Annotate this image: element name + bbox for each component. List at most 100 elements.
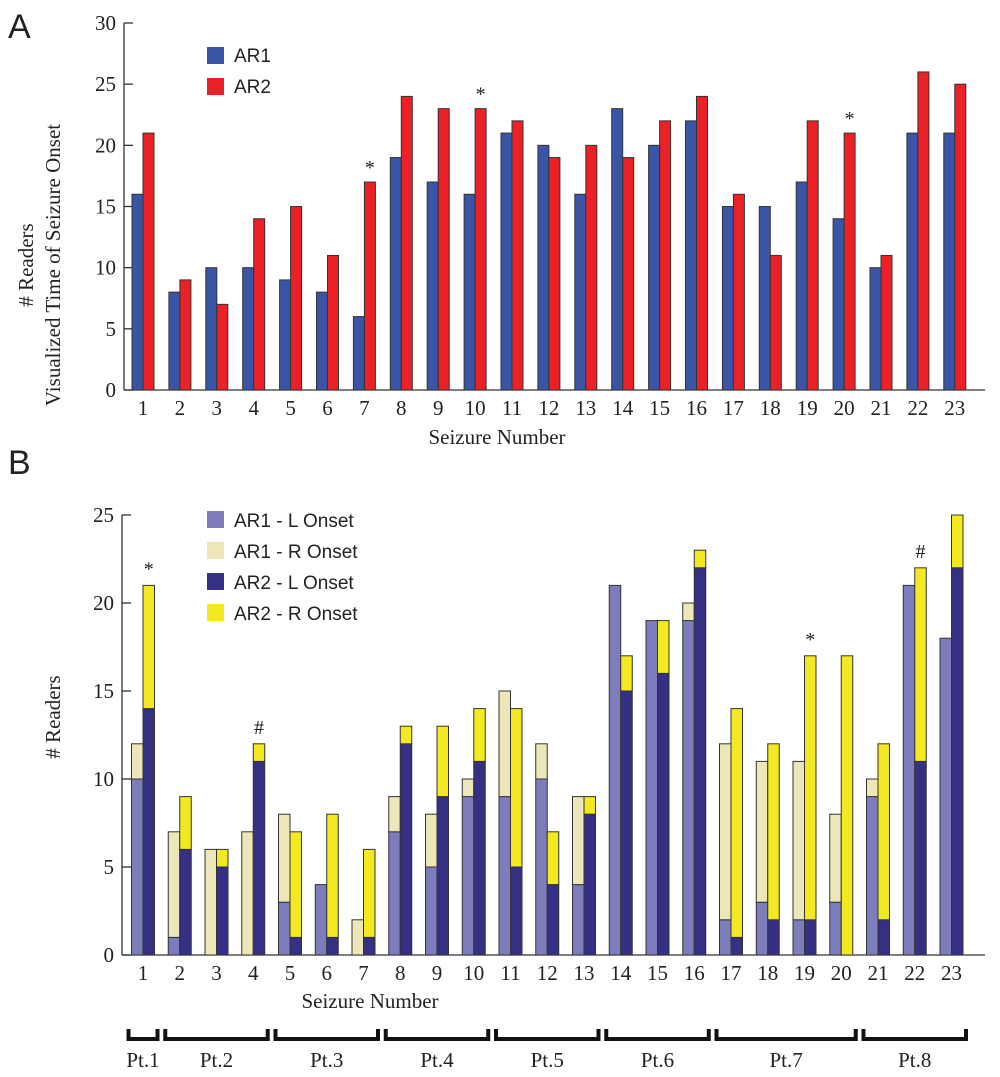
panel-b-x-tick-label: 7 [358, 961, 369, 985]
bar-segment-ar2-r-onset-seizure-20 [840, 655, 854, 956]
panel-b-x-tick-label: 5 [285, 961, 296, 985]
bar-ar1-seizure-6 [316, 291, 328, 391]
bar-segment-ar2-r-onset-seizure-10 [473, 708, 486, 762]
bar-ar1-seizure-1 [131, 193, 144, 391]
patient-groups: Pt.1 Pt.2 Pt.3 Pt.4 Pt.5 Pt.6 Pt.7 Pt.8 [126, 1029, 968, 1072]
bar-segment-ar2-r-onset-seizure-13 [583, 796, 596, 815]
bar-segment-ar1-r-onset-seizure-13 [572, 796, 585, 886]
bar-segment-ar2-l-onset-seizure-2 [179, 848, 192, 956]
patient-bracket [126, 1029, 160, 1041]
bar-ar1-seizure-12 [537, 144, 550, 391]
bar-ar1-seizure-20 [832, 218, 845, 391]
bar-segment-ar2-l-onset-seizure-10 [473, 760, 486, 956]
bar-ar1-seizure-18 [758, 206, 771, 391]
significance-marker: * [476, 84, 486, 106]
bar-segment-ar2-r-onset-seizure-22 [914, 567, 927, 762]
bar-ar1-seizure-15 [648, 144, 661, 391]
panel-b-x-tick-label: 15 [647, 961, 668, 985]
panel-a-x-tick-label: 18 [760, 396, 781, 420]
bar-segment-ar1-l-onset-seizure-11 [498, 796, 511, 956]
panel-a-x-tick-label: 14 [612, 396, 634, 420]
bar-ar2-seizure-3 [216, 303, 229, 391]
panel-a-ylabel-line1: # Readers [14, 223, 38, 306]
panel-a-x-tick-label: 7 [359, 396, 370, 420]
bar-segment-ar2-l-onset-seizure-17 [730, 936, 743, 956]
panel-b-y-tick-label: 20 [93, 591, 114, 615]
panel-a-xlabel: Seizure Number [428, 425, 565, 449]
bar-segment-ar1-r-onset-seizure-17 [719, 743, 732, 921]
bar-segment-ar1-l-onset-seizure-15 [645, 620, 658, 956]
bar-segment-ar2-l-onset-seizure-16 [693, 567, 707, 956]
bar-segment-ar2-r-onset-seizure-3 [216, 848, 229, 868]
bar-segment-ar1-r-onset-seizure-12 [535, 743, 548, 780]
bar-ar2-seizure-16 [696, 95, 708, 391]
patient-label: Pt.6 [641, 1048, 674, 1072]
bar-segment-ar1-l-onset-seizure-19 [792, 919, 805, 956]
panel-b-ylabel: # Readers [41, 675, 65, 758]
bar-segment-ar2-l-onset-seizure-22 [914, 760, 927, 956]
bar-segment-ar2-l-onset-seizure-14 [620, 690, 633, 956]
bar-ar2-seizure-19 [806, 120, 819, 391]
bar-segment-ar1-l-onset-seizure-13 [572, 884, 585, 956]
bar-segment-ar1-r-onset-seizure-11 [498, 690, 511, 798]
bar-ar2-seizure-22 [917, 71, 930, 391]
panel-b-x-tick-label: 11 [500, 961, 520, 985]
legend-swatch-ar2-r-onset [207, 604, 224, 621]
significance-marker: # [254, 717, 264, 739]
panel-b-y-tick-label: 15 [93, 679, 114, 703]
legend-label-ar2: AR2 [234, 77, 271, 98]
legend-swatch-ar2-l-onset [207, 573, 224, 590]
bar-segment-ar2-r-onset-seizure-14 [620, 655, 633, 692]
panel-b-x-tick-label: 16 [684, 961, 705, 985]
bar-ar2-seizure-10 [474, 108, 487, 391]
panel-a-x-tick-label: 5 [285, 396, 296, 420]
bar-ar2-seizure-14 [622, 157, 635, 391]
bar-segment-ar1-r-onset-seizure-20 [829, 813, 842, 903]
patient-label: Pt.2 [200, 1048, 233, 1072]
bar-segment-ar1-l-onset-seizure-18 [755, 901, 769, 956]
panel-b-x-tick-label: 22 [904, 961, 925, 985]
bar-segment-ar2-l-onset-seizure-21 [877, 919, 890, 956]
bar-segment-ar1-l-onset-seizure-6 [314, 884, 328, 956]
bar-segment-ar2-l-onset-seizure-6 [326, 936, 339, 956]
panel-a-x-tick-label: 8 [396, 396, 407, 420]
panel-b-x-tick-label: 23 [941, 961, 962, 985]
bar-segment-ar1-l-onset-seizure-14 [608, 584, 622, 956]
panel-a-x-tick-label: 22 [907, 396, 928, 420]
bar-ar1-seizure-4 [242, 267, 255, 391]
bar-segment-ar2-r-onset-seizure-18 [767, 743, 780, 921]
bar-segment-ar2-r-onset-seizure-11 [510, 708, 523, 868]
panel-a-x-tick-label: 4 [248, 396, 259, 420]
patient-bracket [273, 1029, 380, 1041]
bar-segment-ar1-r-onset-seizure-5 [278, 813, 291, 903]
bar-segment-ar2-l-onset-seizure-18 [767, 919, 780, 956]
patient-label: Pt.8 [898, 1048, 931, 1072]
bar-segment-ar1-r-onset-seizure-8 [388, 796, 401, 833]
bar-segment-ar1-r-onset-seizure-3 [204, 848, 217, 956]
bar-segment-ar2-r-onset-seizure-9 [436, 725, 449, 798]
legend-label-ar1-l-onset: AR1 - L Onset [234, 511, 354, 532]
patient-label: Pt.1 [126, 1048, 159, 1072]
bar-segment-ar1-l-onset-seizure-20 [829, 901, 842, 956]
bar-segment-ar1-r-onset-seizure-4 [241, 831, 254, 956]
bar-segment-ar2-r-onset-seizure-12 [546, 831, 560, 886]
bar-ar2-seizure-13 [585, 144, 598, 391]
bar-segment-ar1-l-onset-seizure-17 [719, 919, 732, 956]
bar-segment-ar2-r-onset-seizure-1 [142, 584, 155, 710]
bar-segment-ar2-r-onset-seizure-15 [657, 620, 670, 674]
bar-segment-ar1-l-onset-seizure-1 [131, 778, 144, 956]
panel-a-x-tick-label: 23 [944, 396, 965, 420]
patient-label: Pt.4 [420, 1048, 454, 1072]
panel-b-x-tick-label: 3 [211, 961, 222, 985]
bar-ar2-seizure-4 [253, 218, 266, 391]
bar-segment-ar2-l-onset-seizure-3 [216, 866, 229, 956]
bar-segment-ar1-r-onset-seizure-10 [461, 778, 475, 798]
bar-segment-ar2-l-onset-seizure-19 [804, 919, 817, 956]
legend-swatch-ar1 [207, 47, 224, 64]
panel-a-x-tick-label: 9 [433, 396, 444, 420]
panel-a-y-tick-label: 15 [95, 195, 116, 219]
bar-segment-ar1-r-onset-seizure-18 [755, 760, 769, 903]
panel-b-x-tick-label: 1 [138, 961, 149, 985]
bar-ar2-seizure-12 [548, 157, 561, 391]
